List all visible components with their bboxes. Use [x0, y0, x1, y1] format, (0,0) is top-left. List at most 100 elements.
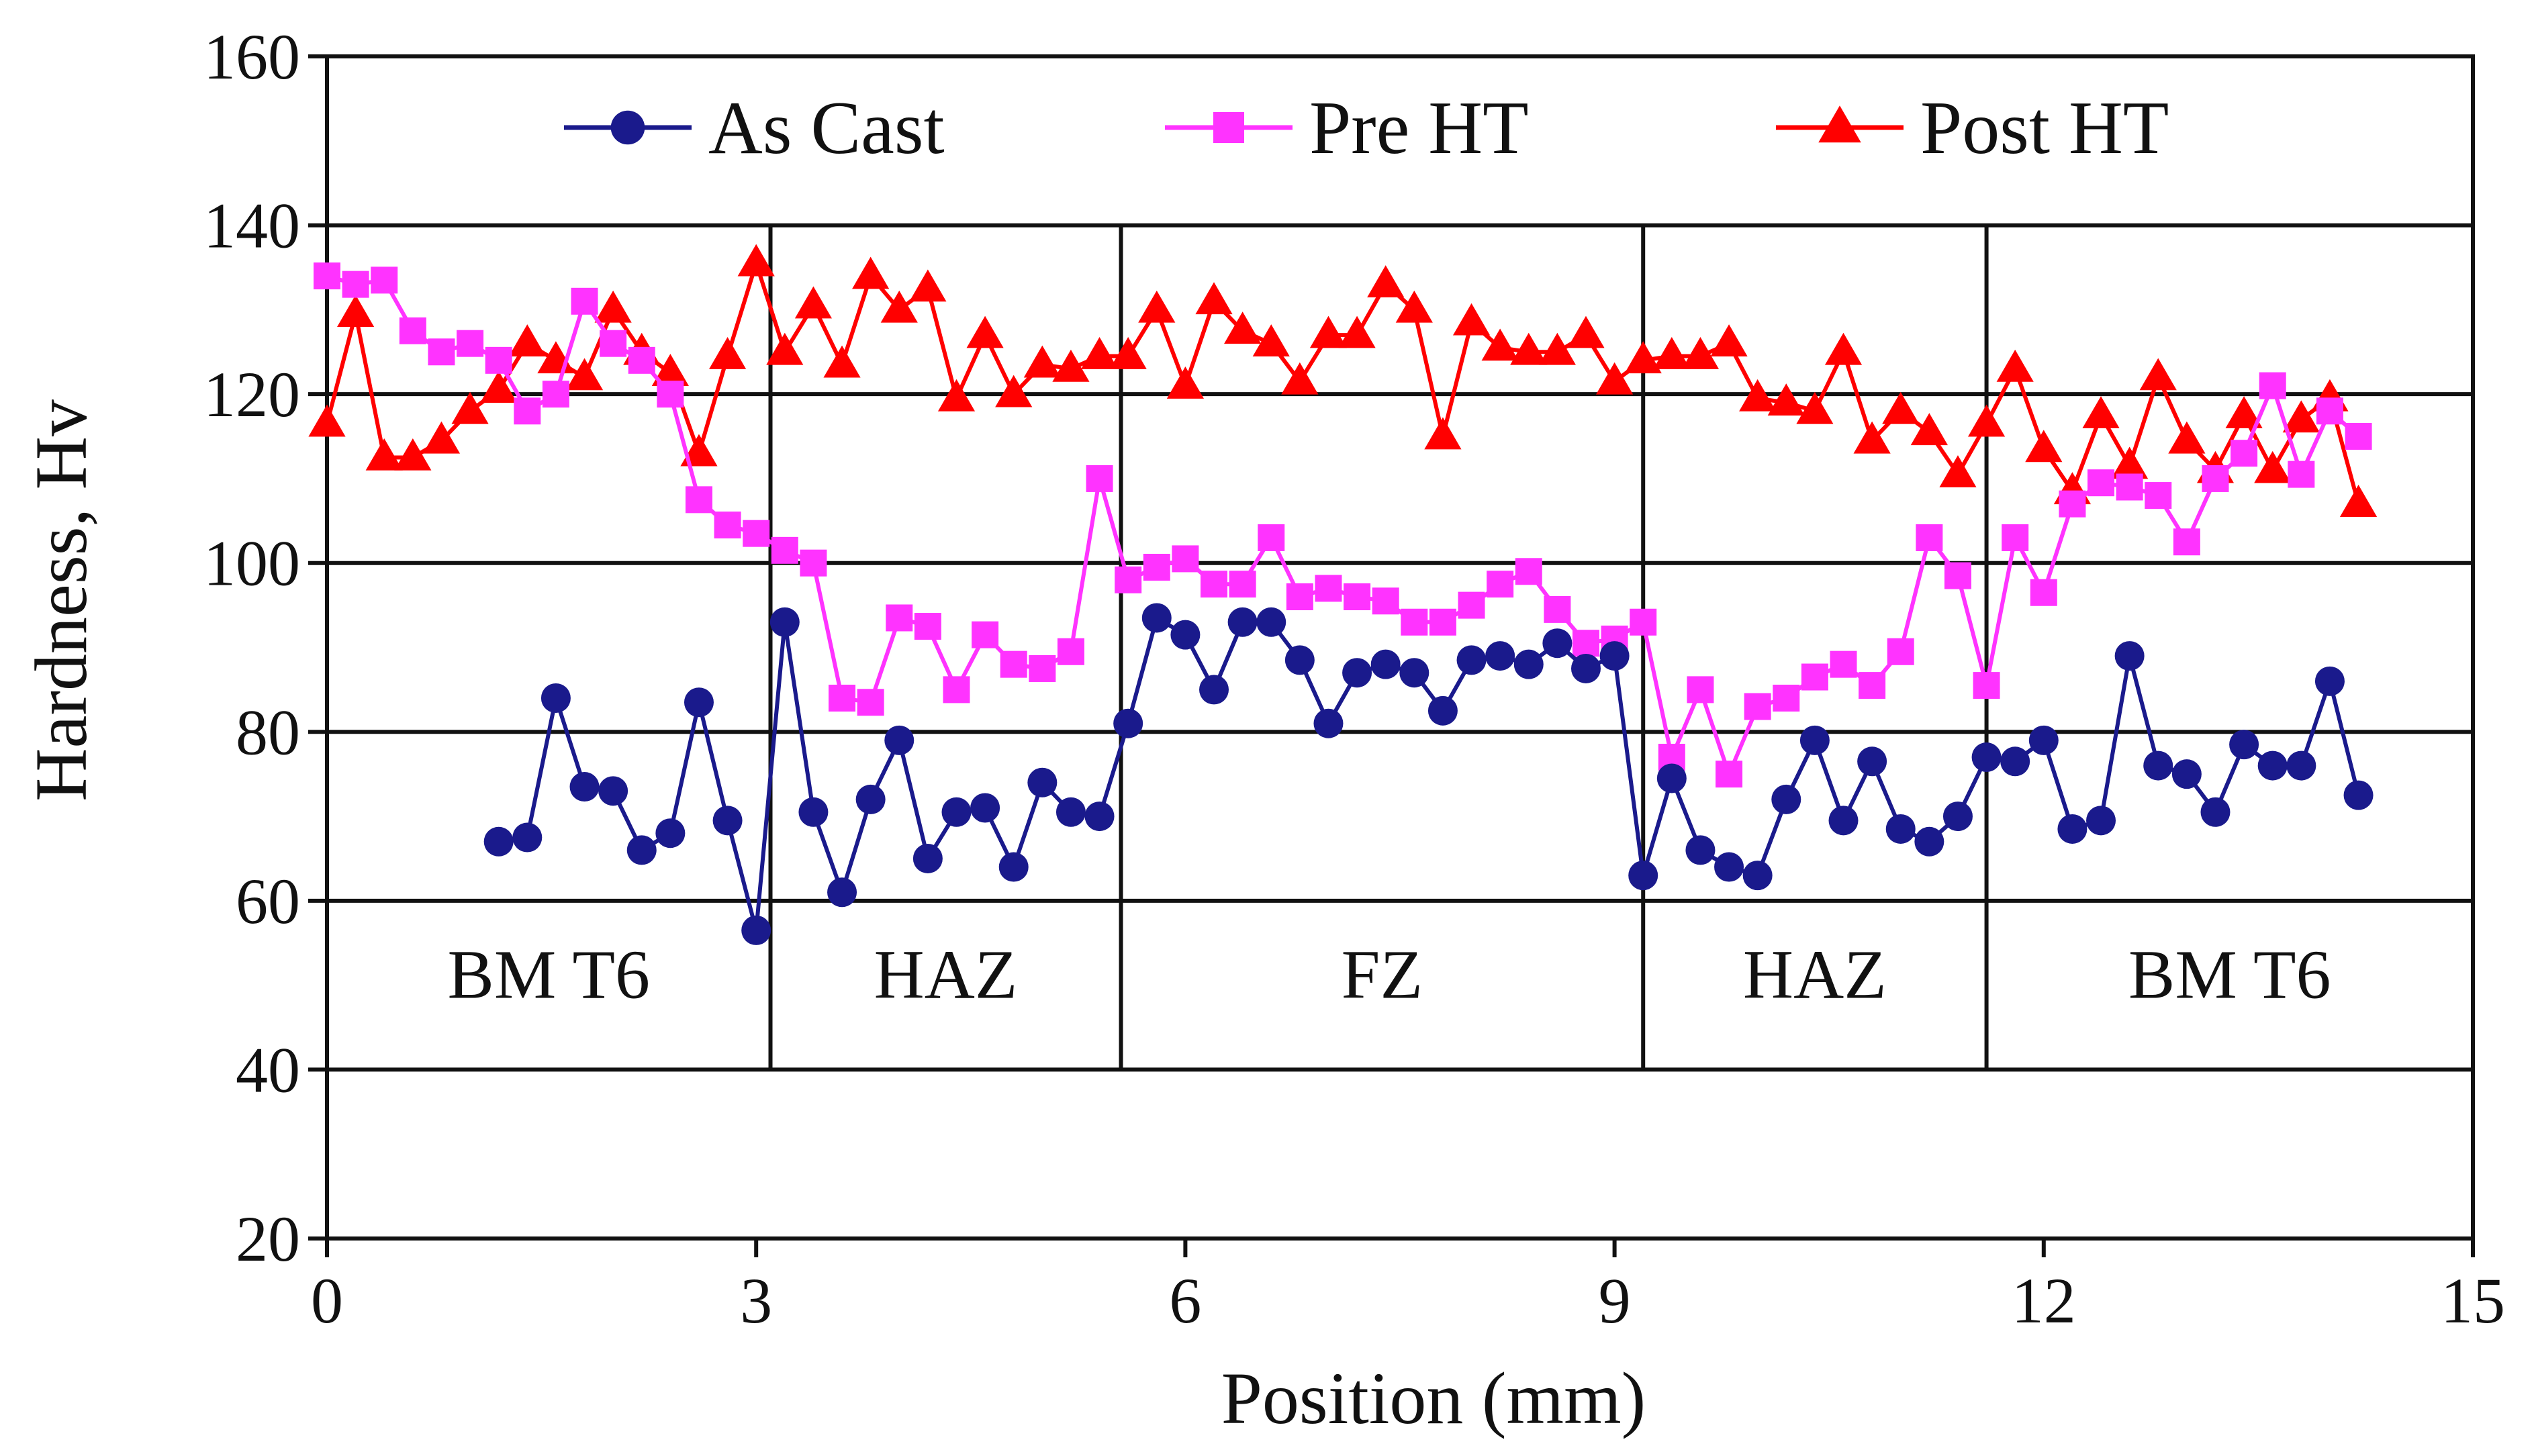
zone-label-0: BM T6	[448, 936, 651, 1014]
data-point-as-cast-48	[1857, 746, 1887, 777]
data-point-post-ht-56	[1910, 413, 1948, 446]
data-point-as-cast-62	[2257, 750, 2288, 781]
y-tick-label-120: 120	[203, 358, 300, 430]
data-point-as-cast-47	[1828, 806, 1859, 836]
data-point-post-ht-20	[880, 290, 918, 323]
data-point-post-ht-33	[1252, 324, 1290, 356]
data-point-post-ht-32	[1224, 311, 1262, 344]
series-post-ht	[308, 244, 2378, 517]
data-point-as-cast-65	[2343, 780, 2374, 810]
data-point-as-cast-21	[1084, 802, 1115, 832]
data-point-as-cast-2	[541, 683, 571, 713]
data-point-post-ht-5	[451, 391, 489, 424]
data-point-pre-ht-25	[1029, 654, 1056, 682]
data-point-pre-ht-68	[2259, 372, 2286, 399]
data-point-as-cast-44	[1742, 861, 1773, 891]
data-point-pre-ht-37	[1372, 587, 1399, 615]
data-point-pre-ht-20	[886, 604, 913, 632]
data-point-post-ht-19	[852, 256, 890, 289]
data-point-post-ht-35	[1309, 316, 1348, 348]
data-point-as-cast-22	[1113, 708, 1143, 738]
legend-label-as-cast: As Cast	[708, 87, 945, 170]
data-point-as-cast-60	[2200, 797, 2231, 827]
data-point-post-ht-49	[1710, 324, 1748, 356]
data-point-post-ht-7	[508, 324, 546, 356]
y-tick-label-160: 160	[203, 21, 300, 93]
data-point-as-cast-42	[1685, 835, 1716, 865]
data-point-post-ht-24	[995, 375, 1033, 407]
legend-marker-pre-ht	[1213, 112, 1244, 143]
data-point-pre-ht-60	[2030, 579, 2057, 606]
data-point-as-cast-15	[912, 843, 943, 873]
y-axis-title: Hardness, Hv	[20, 399, 102, 802]
data-point-as-cast-26	[1227, 607, 1258, 637]
data-point-as-cast-46	[1799, 725, 1830, 755]
data-point-post-ht-27	[1080, 337, 1119, 369]
data-point-pre-ht-53	[1830, 650, 1857, 678]
data-point-pre-ht-12	[657, 381, 684, 408]
data-point-as-cast-13	[855, 784, 886, 814]
data-point-post-ht-14	[708, 337, 747, 369]
data-point-post-ht-37	[1367, 265, 1405, 297]
data-point-as-cast-9	[741, 915, 771, 945]
data-point-pre-ht-42	[1515, 558, 1542, 585]
legend-label-post-ht: Post HT	[1920, 87, 2169, 170]
data-point-pre-ht-1	[342, 271, 369, 298]
data-point-as-cast-1	[512, 822, 543, 853]
data-point-as-cast-52	[1971, 742, 2002, 773]
legend: As Cast Pre HT Post HT	[564, 87, 2169, 170]
data-point-pre-ht-33	[1258, 524, 1285, 551]
data-point-pre-ht-26	[1057, 638, 1084, 665]
data-point-pre-ht-0	[314, 262, 340, 290]
data-point-as-cast-30	[1342, 658, 1372, 688]
data-point-pre-ht-7	[514, 397, 541, 425]
data-point-pre-ht-22	[943, 676, 970, 703]
data-point-pre-ht-41	[1487, 571, 1514, 598]
data-point-pre-ht-66	[2202, 465, 2229, 492]
data-point-pre-ht-59	[2002, 524, 2029, 551]
series-line-as-cast	[498, 616, 2361, 932]
data-point-as-cast-8	[712, 806, 743, 836]
data-point-post-ht-34	[1281, 362, 1319, 395]
data-point-as-cast-23	[1141, 603, 1172, 633]
data-point-post-ht-43	[1538, 332, 1576, 365]
series-as-cast	[483, 603, 2374, 945]
data-point-post-ht-45	[1596, 362, 1634, 395]
data-point-post-ht-9	[565, 358, 604, 391]
data-point-as-cast-34	[1456, 645, 1487, 675]
data-point-post-ht-60	[2025, 430, 2063, 463]
y-tick-label-140: 140	[203, 190, 300, 262]
y-axis-ticks: 20 40 60 80 100 120 140 160	[203, 21, 327, 1275]
data-point-as-cast-33	[1427, 695, 1458, 726]
data-point-as-cast-41	[1656, 763, 1687, 793]
x-tick-label-6: 6	[1169, 1265, 1201, 1337]
data-point-post-ht-4	[422, 421, 461, 454]
data-point-pre-ht-19	[857, 689, 884, 716]
data-point-post-ht-59	[1996, 349, 2034, 382]
data-point-post-ht-54	[1853, 421, 1891, 454]
data-point-post-ht-64	[2139, 358, 2177, 391]
data-point-post-ht-50	[1739, 379, 1777, 411]
data-point-as-cast-27	[1256, 607, 1286, 637]
data-point-post-ht-51	[1767, 383, 1805, 416]
data-point-pre-ht-21	[914, 613, 941, 640]
data-point-pre-ht-38	[1401, 608, 1428, 636]
data-point-post-ht-21	[909, 269, 947, 302]
data-point-post-ht-44	[1567, 316, 1605, 348]
data-point-pre-ht-65	[2173, 528, 2200, 556]
data-point-pre-ht-51	[1773, 684, 1800, 712]
data-point-as-cast-11	[798, 797, 829, 827]
data-point-post-ht-12	[651, 354, 689, 387]
data-point-pre-ht-13	[685, 486, 712, 514]
data-point-pre-ht-69	[2288, 460, 2315, 488]
data-point-as-cast-0	[483, 826, 514, 857]
y-tick-label-40: 40	[236, 1034, 300, 1106]
data-point-pre-ht-34	[1286, 583, 1313, 611]
data-point-pre-ht-44	[1572, 630, 1599, 657]
data-point-pre-ht-6	[485, 346, 512, 374]
data-point-as-cast-45	[1771, 784, 1801, 814]
data-point-post-ht-38	[1395, 290, 1433, 323]
data-point-as-cast-25	[1199, 675, 1229, 705]
